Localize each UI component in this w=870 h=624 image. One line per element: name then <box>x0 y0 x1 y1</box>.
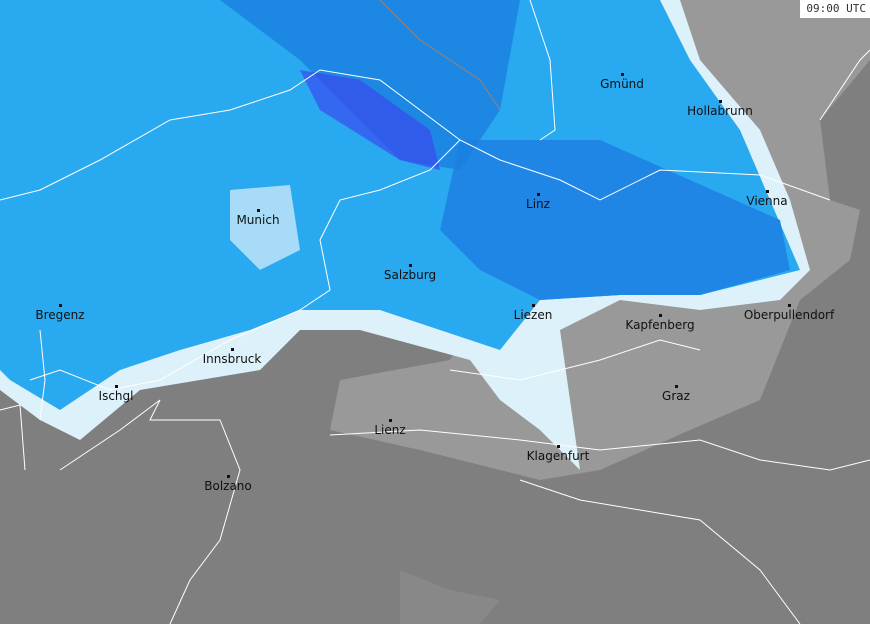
city-label: Oberpullendorf <box>743 308 835 322</box>
snow-light-munich <box>230 185 300 270</box>
snow-moderate-area <box>0 0 800 410</box>
city-marker <box>231 348 234 351</box>
city-marker <box>659 314 662 317</box>
city-marker <box>115 385 118 388</box>
city-label: Ischgl <box>98 389 134 403</box>
city-marker <box>257 209 260 212</box>
city-marker <box>537 193 540 196</box>
city-label: Kapfenberg <box>625 318 695 332</box>
snow-heavy-band-north <box>220 0 520 170</box>
city-marker <box>227 475 230 478</box>
city-label: Innsbruck <box>202 352 262 366</box>
city-label: Gmünd <box>600 77 644 91</box>
city-label: Liezen <box>513 308 553 322</box>
snow-intense-patch <box>300 70 440 170</box>
city-label: Bregenz <box>35 308 85 322</box>
city-marker <box>766 190 769 193</box>
city-label: Bolzano <box>204 479 252 493</box>
city-marker <box>675 385 678 388</box>
city-marker <box>59 304 62 307</box>
river <box>379 0 501 111</box>
city-marker <box>557 445 560 448</box>
terrain-lowland-se <box>400 570 500 624</box>
city-marker <box>409 264 412 267</box>
city-label: Salzburg <box>383 268 437 282</box>
city-label: Lienz <box>374 423 406 437</box>
city-label: Vienna <box>746 194 788 208</box>
city-marker <box>389 419 392 422</box>
city-marker <box>719 100 722 103</box>
city-marker <box>532 304 535 307</box>
city-label: Munich <box>236 213 280 227</box>
city-label: Hollabrunn <box>687 104 753 118</box>
timestamp-label: 09:00 UTC <box>800 0 870 18</box>
snow-heavy-area <box>440 140 790 300</box>
city-label: Klagenfurt <box>526 449 590 463</box>
city-marker <box>621 73 624 76</box>
city-label: Graz <box>662 389 690 403</box>
city-marker <box>788 304 791 307</box>
city-label: Linz <box>526 197 550 211</box>
